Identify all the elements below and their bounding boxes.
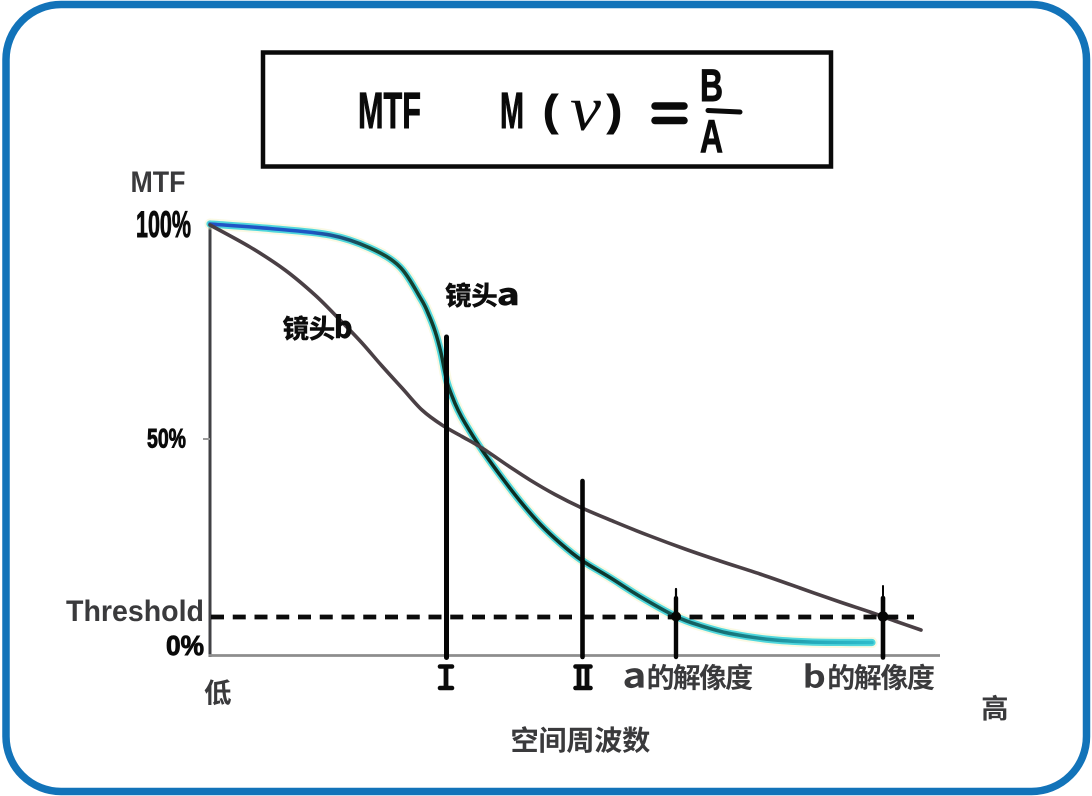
svg-text:M: M	[500, 82, 524, 139]
svg-text:MTF: MTF	[358, 82, 421, 139]
svg-text:MTF: MTF	[131, 166, 186, 199]
svg-text:ν: ν	[570, 73, 602, 144]
svg-text:100%: 100%	[136, 204, 191, 245]
svg-text:0%: 0%	[166, 630, 204, 661]
svg-text:A: A	[700, 110, 723, 162]
svg-text:B: B	[700, 60, 723, 111]
svg-text:(: (	[543, 87, 559, 135]
svg-text:50%: 50%	[147, 424, 186, 454]
svg-text:Threshold: Threshold	[66, 595, 204, 628]
svg-text:): )	[607, 87, 622, 135]
